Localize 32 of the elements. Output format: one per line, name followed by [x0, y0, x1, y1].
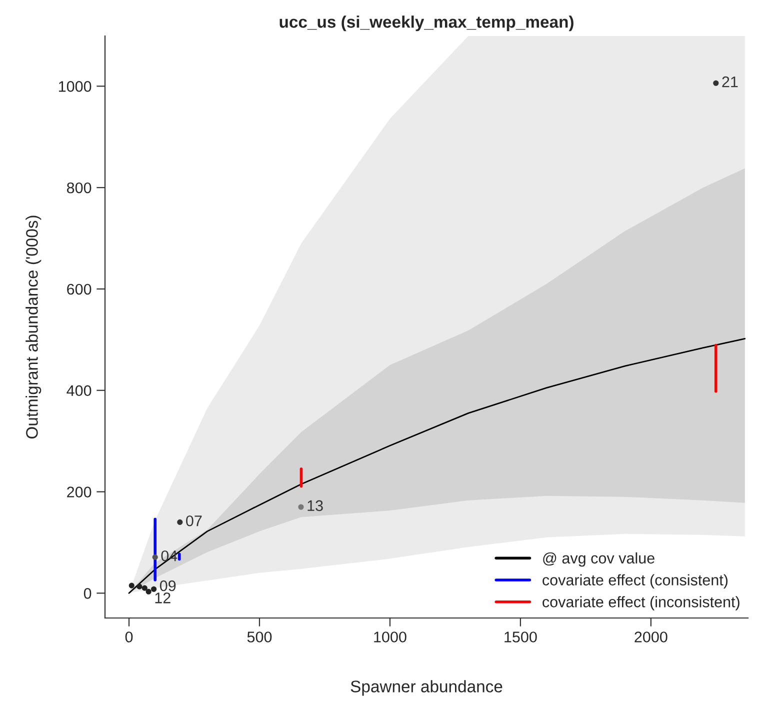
point — [152, 554, 158, 560]
point — [142, 585, 148, 591]
line-series — [128, 338, 746, 594]
annotation: 21 — [722, 76, 738, 88]
y-tick-label: 800 — [66, 182, 92, 194]
x-tick-label: 1000 — [374, 632, 406, 642]
point — [177, 519, 183, 525]
chart-title: ucc_us (si_weekly_max_temp_mean) — [280, 16, 574, 32]
legend-label: covariate effect (consistent) — [542, 574, 728, 588]
y-tick-label: 200 — [67, 486, 92, 498]
legend-label: covariate effect (inconsistent) — [542, 596, 740, 610]
annotation: 09 — [160, 580, 176, 592]
point — [298, 504, 304, 510]
y-tick-label: 0 — [84, 588, 92, 599]
point — [713, 80, 719, 86]
annotation: 12 — [155, 592, 170, 604]
point — [136, 584, 142, 590]
y-axis-title: Outmigrant abundance ('000s) — [26, 216, 42, 439]
legend-label: @ avg cov value — [543, 552, 654, 567]
point — [128, 582, 134, 588]
x-tick-label: 0 — [125, 632, 133, 642]
point — [151, 586, 157, 592]
annotation: 07 — [186, 515, 202, 526]
point — [146, 588, 152, 594]
y-tick-label: 400 — [66, 385, 92, 396]
y-tick-label: 600 — [67, 284, 92, 295]
x-axis-title: Spawner abundance — [350, 680, 502, 696]
y-tick-label: 1000 — [58, 81, 92, 92]
x-tick-label: 2000 — [634, 632, 668, 642]
x-tick-label: 1500 — [504, 632, 537, 642]
x-tick-label: 500 — [247, 632, 272, 642]
annotation: 13 — [308, 500, 323, 512]
